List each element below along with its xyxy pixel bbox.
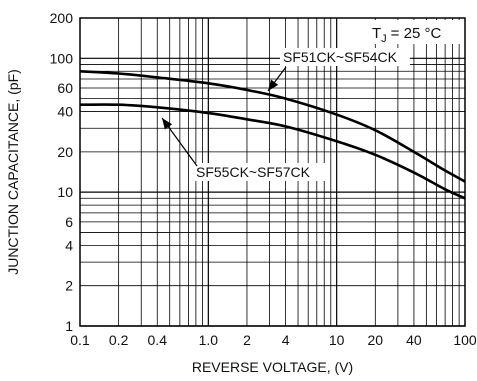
series-1-line [79,69,466,183]
series-1-arrow-head [268,79,279,91]
y-tick-label: 2 [65,278,73,294]
x-tick-label: 0.2 [109,332,129,348]
y-tick-label: 1 [65,318,73,334]
x-tick-label: 100 [453,332,477,348]
condition-t: T [372,25,381,42]
plot-frame [79,17,466,327]
y-tick-label: 60 [57,80,73,96]
series-2-line [79,103,466,200]
x-tick-label: 20 [368,332,384,348]
x-axis-label: REVERSE VOLTAGE, (V) [192,359,353,375]
y-tick-labels: 1 2 4 6 10 20 40 60 100 200 [50,10,74,334]
y-axis-label: JUNCTION CAPACITANCE, (pF) [5,69,21,275]
y-tick-label: 100 [50,50,74,66]
y-tick-label: 10 [57,184,73,200]
y-tick-label: 40 [57,104,73,120]
annotation-arrows [161,66,287,167]
y-tick-label: 6 [65,214,73,230]
x-tick-label: 40 [406,332,422,348]
x-tick-label: 2 [243,332,251,348]
y-tick-label: 20 [57,144,73,160]
condition-label: TJ = 25 °C [372,25,441,45]
series-2-label-bg [193,163,325,181]
x-tick-labels: 0.1 0.2 0.4 1.0 2 4 10 20 40 100 [70,332,477,348]
series-curves [79,69,466,200]
y-tick-label: 4 [65,237,73,253]
x-tick-label: 10 [329,332,345,348]
condition-box [362,20,462,44]
series-2-label: SF55CK~SF57CK [196,164,311,180]
series-2-arrow-head [162,118,173,130]
series-1-label: SF51CK~SF54CK [283,49,398,65]
series-1-label-bg [280,48,410,66]
x-tick-label: 0.4 [148,332,168,348]
condition-value: = 25 °C [391,25,442,42]
x-tick-label: 4 [282,332,290,348]
x-tick-label: 1.0 [199,332,219,348]
condition-subscript: J [381,33,387,45]
y-tick-label: 200 [50,10,74,26]
x-tick-label: 0.1 [70,332,90,348]
